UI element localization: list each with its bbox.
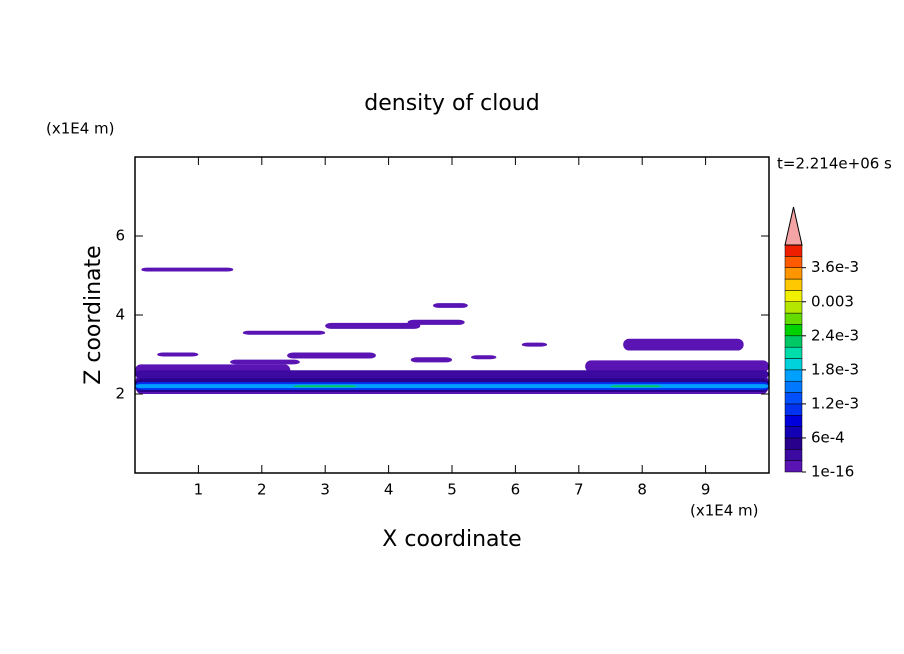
x-tick-label: 5: [447, 481, 457, 499]
colorbar-label: 0.003: [811, 292, 854, 310]
x-tick-label: 7: [574, 481, 584, 499]
colorbar-extension: [784, 206, 803, 246]
contour-region: [287, 352, 376, 359]
colorbar-label: 1.2e-3: [811, 394, 859, 412]
colorbar-swatch: [784, 358, 803, 371]
y-tick-label: 4: [115, 306, 125, 324]
colorbar-swatch: [784, 301, 803, 314]
colorbar-swatch: [784, 415, 803, 427]
contour-region: [432, 303, 468, 308]
contour-region: [325, 322, 421, 329]
colorbar-swatch: [784, 437, 803, 450]
x-tick-label: 2: [257, 481, 267, 499]
colorbar-swatch: [784, 449, 803, 461]
colorbar-swatch: [784, 426, 803, 439]
contour-region: [471, 355, 497, 360]
contour-region: [623, 338, 744, 351]
x-tick-label: 6: [511, 481, 521, 499]
colorbar-swatch: [784, 290, 803, 302]
colorbar-swatch: [784, 335, 803, 348]
colorbar-swatch: [784, 369, 803, 382]
x-tick-label: 8: [637, 481, 647, 499]
x-axis-label: X coordinate: [382, 527, 521, 552]
colorbar-swatch: [784, 278, 803, 291]
y-axis-label: Z coordinate: [81, 245, 106, 384]
x-unit: (x1E4 m): [690, 502, 759, 520]
time-label: t=2.214e+06 s: [777, 155, 892, 173]
colorbar-label: 1e-16: [811, 463, 854, 481]
colorbar-label: 2.4e-3: [811, 326, 859, 344]
contour-region: [521, 342, 548, 347]
colorbar-label: 1.8e-3: [811, 360, 859, 378]
contour-region: [293, 385, 357, 388]
contour-region: [230, 359, 300, 365]
contour-region: [407, 319, 465, 325]
contour-region: [157, 352, 199, 357]
colorbar-swatch: [784, 403, 803, 416]
x-tick-label: 9: [701, 481, 711, 499]
x-tick-label: 3: [320, 481, 330, 499]
plot-frame: [134, 156, 770, 474]
colorbar-swatch: [784, 380, 803, 393]
y-tick-label: 6: [115, 227, 125, 245]
x-tick-label: 4: [384, 481, 394, 499]
colorbar-swatch: [784, 244, 803, 257]
contour-region: [410, 357, 452, 363]
y-tick-label: 2: [115, 385, 125, 403]
x-tick-label: 1: [194, 481, 204, 499]
colorbar-swatch: [784, 312, 803, 325]
colorbar-swatch: [784, 346, 803, 359]
colorbar-label: 3.6e-3: [811, 258, 859, 276]
contour-region: [135, 384, 769, 389]
colorbar-swatch: [784, 267, 803, 280]
colorbar-swatch: [784, 256, 803, 268]
y-unit: (x1E4 m): [46, 120, 115, 138]
contour-region: [141, 267, 234, 272]
contour-region: [135, 370, 769, 379]
colorbar-swatch: [784, 460, 803, 473]
contour-region: [242, 330, 326, 335]
colorbar-label: 6e-4: [811, 428, 845, 446]
contour-region: [585, 360, 769, 373]
colorbar-swatch: [784, 324, 803, 337]
chart-title: density of cloud: [364, 91, 539, 116]
colorbar-swatch: [784, 392, 803, 405]
contour-region: [610, 385, 662, 388]
